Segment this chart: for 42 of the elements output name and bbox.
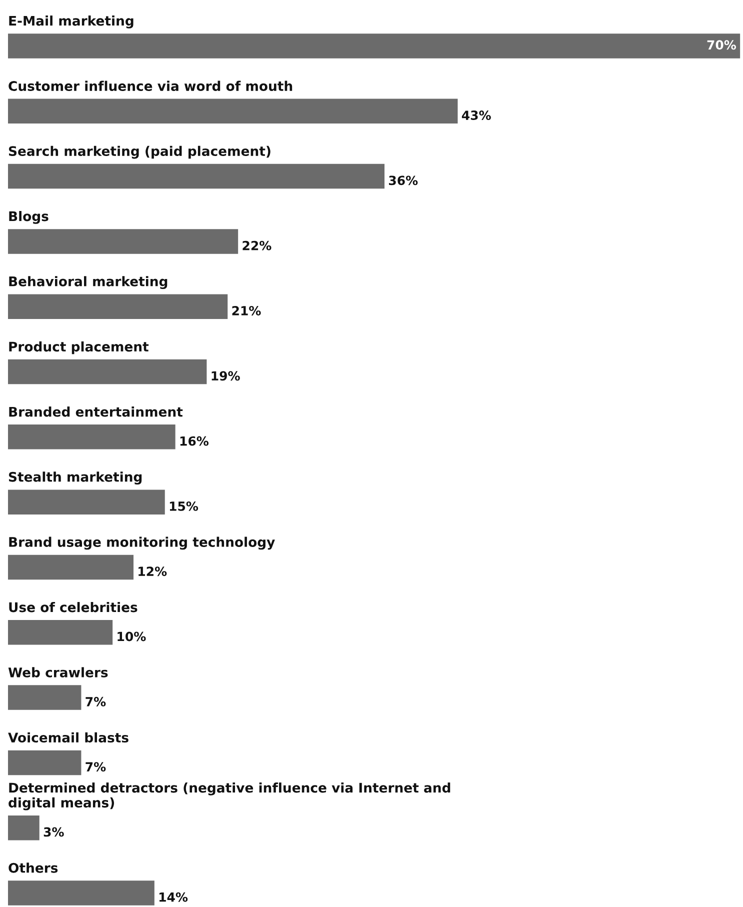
y-tick-label: Product placement [9, 341, 149, 354]
data-label: 36% [388, 176, 418, 186]
data-label: 7% [86, 762, 106, 772]
data-label: 22% [242, 240, 272, 250]
data-label: 21% [232, 306, 261, 316]
bar [8, 229, 238, 254]
bar [8, 490, 165, 514]
bar [8, 98, 458, 124]
y-tick-label: Determined detractors (negative influence via Internet and digital means) [8, 782, 450, 810]
y-tick-label: Stealth marketing [8, 472, 142, 484]
bar [8, 34, 740, 58]
y-tick-label: Customer influence via word of mouth [8, 80, 292, 92]
data-label: 10% [118, 632, 146, 642]
data-label: 12% [138, 566, 167, 576]
bar [8, 620, 113, 645]
data-label: 7% [86, 696, 106, 706]
y-tick-label: Web crawlers [8, 667, 108, 678]
data-label: 70% [707, 40, 736, 50]
bar [8, 164, 384, 189]
data-label: 3% [44, 827, 64, 837]
y-tick-label: Others [8, 862, 58, 873]
bar [8, 554, 134, 580]
y-tick-label: Search marketing (paid placement) [8, 146, 270, 159]
data-label: 19% [212, 371, 240, 381]
y-tick-label: Blogs [9, 210, 48, 224]
bar [8, 815, 40, 840]
bar [8, 880, 154, 906]
y-tick-label: E-Mail marketing [9, 16, 134, 28]
y-tick-label: Brand usage monitoring technology [9, 536, 275, 550]
y-tick-label: Voicemail blasts [8, 732, 128, 743]
y-tick-label: Behavioral marketing [9, 276, 168, 290]
bar [8, 359, 207, 384]
bar [8, 750, 82, 776]
bar [8, 424, 176, 450]
y-tick-label: Branded entertainment [9, 406, 183, 417]
data-label: 14% [159, 892, 188, 902]
bar [8, 685, 82, 710]
bar [8, 294, 228, 319]
data-label: 43% [462, 110, 491, 120]
data-label: 16% [180, 436, 209, 446]
y-tick-label: Use of celebrities [9, 602, 138, 612]
data-label: 15% [170, 501, 198, 511]
